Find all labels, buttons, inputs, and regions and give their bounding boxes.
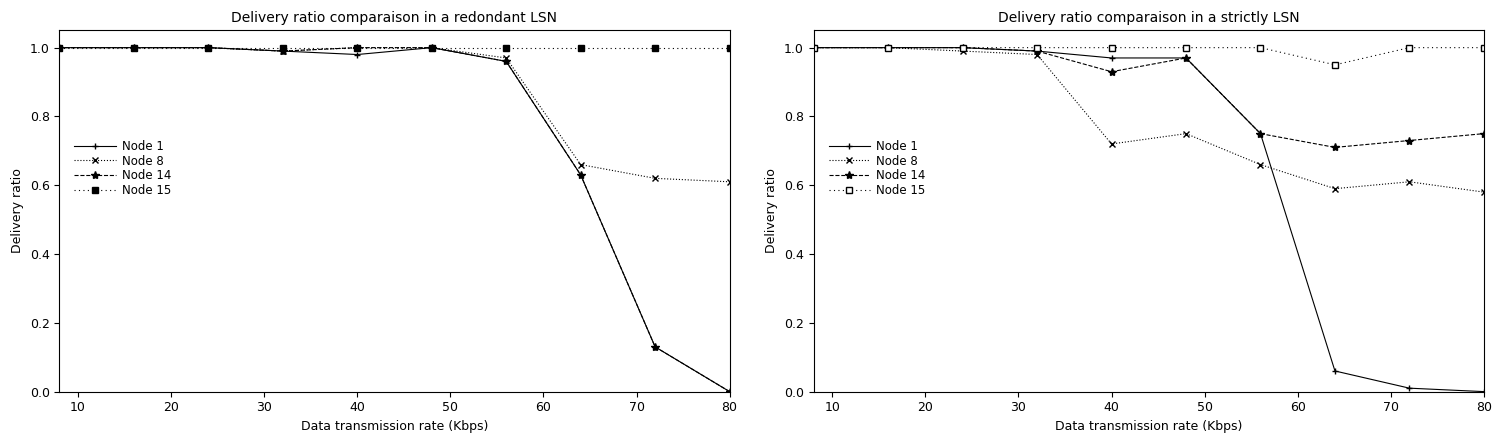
Node 1 xyxy=(953,45,971,50)
Line: Node 8: Node 8 xyxy=(810,44,1488,195)
Node 14 xyxy=(200,45,218,50)
Node 8 xyxy=(200,45,218,50)
Node 15 xyxy=(720,45,738,50)
Node 15 xyxy=(422,45,440,50)
Node 15 xyxy=(879,45,897,50)
Node 15 xyxy=(1252,45,1270,50)
Title: Delivery ratio comparaison in a strictly LSN: Delivery ratio comparaison in a strictly… xyxy=(998,11,1300,25)
Node 8 xyxy=(422,45,440,50)
Node 14 xyxy=(720,389,738,394)
Node 1 xyxy=(1103,56,1121,61)
Line: Node 8: Node 8 xyxy=(56,44,733,185)
Node 8 xyxy=(125,45,143,50)
Node 8 xyxy=(646,176,664,181)
Legend: Node 1, Node 8, Node 14, Node 15: Node 1, Node 8, Node 14, Node 15 xyxy=(827,138,927,199)
Node 1 xyxy=(497,59,516,64)
Node 1 xyxy=(1028,48,1046,54)
Node 15 xyxy=(1474,45,1492,50)
Node 1 xyxy=(1177,56,1195,61)
Node 8 xyxy=(497,56,516,61)
Node 8 xyxy=(1474,190,1492,195)
Line: Node 1: Node 1 xyxy=(810,44,1488,395)
Node 1 xyxy=(1401,385,1419,391)
Y-axis label: Delivery ratio: Delivery ratio xyxy=(765,169,779,254)
Node 14 xyxy=(1028,48,1046,54)
Node 1 xyxy=(200,45,218,50)
Node 14 xyxy=(497,59,516,64)
Node 15 xyxy=(804,45,822,50)
Node 1 xyxy=(804,45,822,50)
Node 14 xyxy=(1474,131,1492,136)
Node 15 xyxy=(51,45,69,50)
Node 1 xyxy=(422,45,440,50)
Node 14 xyxy=(953,45,971,50)
Node 14 xyxy=(1401,138,1419,143)
Node 14 xyxy=(349,45,367,50)
Title: Delivery ratio comparaison in a redondant LSN: Delivery ratio comparaison in a redondan… xyxy=(231,11,558,25)
Node 8 xyxy=(804,45,822,50)
Node 14 xyxy=(125,45,143,50)
Node 15 xyxy=(1028,45,1046,50)
Node 8 xyxy=(879,45,897,50)
Node 8 xyxy=(1028,52,1046,57)
Node 8 xyxy=(349,45,367,50)
Node 8 xyxy=(720,179,738,184)
Node 8 xyxy=(571,162,589,167)
Node 1 xyxy=(125,45,143,50)
Node 15 xyxy=(571,45,589,50)
Node 15 xyxy=(1103,45,1121,50)
Node 1 xyxy=(51,45,69,50)
Node 1 xyxy=(646,344,664,349)
Node 15 xyxy=(497,45,516,50)
Node 14 xyxy=(274,48,292,54)
Node 14 xyxy=(804,45,822,50)
Line: Node 15: Node 15 xyxy=(56,44,733,51)
Legend: Node 1, Node 8, Node 14, Node 15: Node 1, Node 8, Node 14, Node 15 xyxy=(72,138,173,199)
Node 15 xyxy=(1177,45,1195,50)
Node 1 xyxy=(720,389,738,394)
Node 15 xyxy=(1326,62,1344,67)
Node 8 xyxy=(953,48,971,54)
Node 1 xyxy=(1326,369,1344,374)
Line: Node 1: Node 1 xyxy=(56,44,733,395)
Node 8 xyxy=(1252,162,1270,167)
Y-axis label: Delivery ratio: Delivery ratio xyxy=(11,169,24,254)
Node 8 xyxy=(1177,131,1195,136)
Node 1 xyxy=(274,48,292,54)
Node 1 xyxy=(571,172,589,178)
Line: Node 14: Node 14 xyxy=(810,44,1488,151)
Node 15 xyxy=(125,45,143,50)
Node 1 xyxy=(1252,131,1270,136)
Line: Node 15: Node 15 xyxy=(810,44,1488,68)
Node 1 xyxy=(1474,389,1492,394)
Node 15 xyxy=(953,45,971,50)
Node 14 xyxy=(646,344,664,349)
Node 15 xyxy=(349,45,367,50)
Node 15 xyxy=(274,45,292,50)
Line: Node 14: Node 14 xyxy=(56,44,733,396)
Node 14 xyxy=(1177,56,1195,61)
X-axis label: Data transmission rate (Kbps): Data transmission rate (Kbps) xyxy=(1055,420,1243,433)
Node 15 xyxy=(1401,45,1419,50)
Node 8 xyxy=(1326,186,1344,191)
Node 8 xyxy=(51,45,69,50)
Node 15 xyxy=(200,45,218,50)
Node 14 xyxy=(51,45,69,50)
Node 1 xyxy=(879,45,897,50)
Node 8 xyxy=(274,48,292,54)
Node 14 xyxy=(571,172,589,178)
Node 14 xyxy=(1326,145,1344,150)
Node 8 xyxy=(1103,141,1121,147)
Node 8 xyxy=(1401,179,1419,184)
X-axis label: Data transmission rate (Kbps): Data transmission rate (Kbps) xyxy=(301,420,488,433)
Node 14 xyxy=(1103,69,1121,75)
Node 14 xyxy=(1252,131,1270,136)
Node 14 xyxy=(879,45,897,50)
Node 14 xyxy=(422,45,440,50)
Node 1 xyxy=(349,52,367,57)
Node 15 xyxy=(646,45,664,50)
